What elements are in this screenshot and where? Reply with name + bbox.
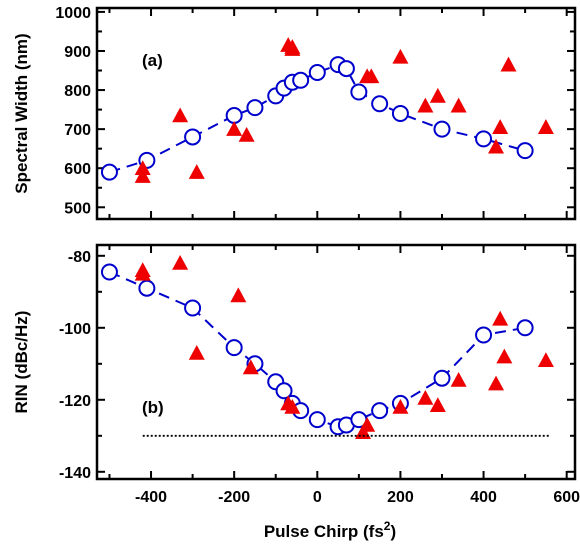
y-tick-label: 700 [64,122,91,139]
y-tick-label: 500 [64,200,91,217]
triangle-point [496,348,513,364]
panel-b-y-axis-title: RIN (dBc/Hz) [12,311,31,414]
triangle-point [238,126,255,142]
y-tick-label: -80 [68,249,91,266]
triangle-point [500,56,517,72]
circle-point [292,71,310,89]
panel-a-spectral-width: 500 600 700 800 900 1000 (a) Spectral Width (… [12,5,577,221]
circle-point [516,142,534,160]
circle-point [308,411,326,429]
panel-a-frame [95,6,577,221]
triangle-point [230,287,247,303]
triangle-point [284,399,301,414]
circle-point [475,326,493,344]
triangle-point [492,119,509,134]
x-axis-title-tail: ) [390,522,396,541]
y-tick-label: -120 [59,393,91,410]
triangle-point [172,255,189,270]
panel-b-rin: -80 -100 -120 -140 -400 -200 0 200 400 600 (b) R… [12,243,580,541]
circle-point [184,128,202,146]
circle-point [100,263,118,281]
triangle-point [450,372,467,387]
triangle-point [417,390,434,405]
x-axis-title-main: Pulse Chirp (fs [264,522,384,541]
panel-a-data [100,37,554,183]
x-tick-label: -400 [135,489,167,506]
x-tick-label: 400 [470,489,497,506]
triangle-point [537,119,554,134]
triangle-point [188,164,205,179]
x-tick-label: 600 [553,489,580,506]
panel-b-data [100,255,554,439]
circle-point [337,60,355,78]
circle-point [225,339,243,357]
circle-point [275,382,293,400]
triangle-point [450,97,467,113]
panel-b-ticks [97,245,575,479]
y-tick-label: 600 [64,161,91,178]
panel-a-y-axis-title: Spectral Width (nm) [12,33,31,193]
triangle-point [488,138,505,154]
triangle-point [359,417,376,432]
circle-point [100,163,118,181]
circle-point [516,319,534,337]
x-axis-title-superscript: 2 [384,519,391,533]
x-tick-label: 0 [313,489,322,506]
triangle-point [134,265,151,281]
x-tick-label: -200 [218,489,250,506]
circle-point [433,369,451,387]
triangle-point [488,375,505,391]
circle-point [371,95,389,113]
circle-point [225,106,243,124]
y-tick-label: 800 [64,83,91,100]
x-axis-title: Pulse Chirp (fs2) [264,519,396,541]
triangle-point [226,121,243,136]
panel-a-label: (a) [142,51,163,70]
y-tick-label: 1000 [55,5,91,22]
dashed-series-line [109,271,526,428]
triangle-point [172,107,189,123]
triangle-point [537,352,554,367]
panel-a-ticks [97,8,575,219]
circle-point [246,99,264,117]
y-tick-label: -140 [59,465,91,482]
triangle-point [363,68,380,84]
x-tick-labels: -400 -200 0 200 400 600 [135,489,580,506]
triangle-point [429,87,446,103]
panel-b-label: (b) [142,398,164,417]
circle-point [308,63,326,81]
circle-point [391,105,409,122]
triangle-point [188,345,205,360]
triangle-point [429,397,446,412]
circle-point [184,299,202,317]
panel-b-frame [95,243,577,481]
triangle-point [492,310,509,326]
triangle-point [242,359,259,375]
panel-a-y-tick-labels: 500 600 700 800 900 1000 [55,5,91,217]
circle-point [138,279,156,297]
triangle-point [284,39,301,54]
circle-point [350,83,368,101]
circle-point [433,120,451,138]
y-tick-label: 900 [64,44,91,61]
panel-b-y-tick-labels: -80 -100 -120 -140 [59,249,91,482]
x-tick-label: 200 [387,489,414,506]
circle-point [475,130,493,148]
triangle-point [417,97,434,113]
triangle-point [392,399,409,414]
triangle-point [392,48,409,64]
triangle-point [134,168,151,183]
y-tick-label: -100 [59,321,91,338]
triangle-point [134,160,151,176]
circle-point [371,402,389,420]
